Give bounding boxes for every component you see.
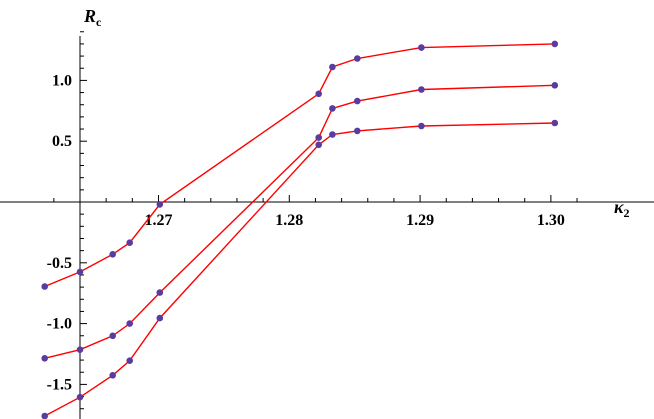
data-point [418,86,425,93]
data-point [418,44,425,51]
y-axis-title-sub: c [96,15,102,29]
data-point [418,122,425,130]
y-axis-title: Rc [83,6,102,29]
data-point [156,289,164,296]
data-point [156,201,164,208]
data-point [126,357,133,365]
series-2 [41,82,559,362]
series-line [44,122,555,417]
data-point [41,412,48,419]
data-point [329,105,336,112]
data-point [126,320,133,327]
series-line [44,43,555,288]
y-tick-label: -0.5 [47,255,72,272]
data-point [551,82,559,89]
data-point [329,63,336,71]
data-point [354,55,361,62]
x-tick-label: 1.29 [406,212,434,229]
data-point [354,127,361,135]
series-group [41,40,559,419]
y-tick-label: -1.0 [47,316,72,333]
data-point [329,131,336,138]
x-tick-label: 1.30 [537,212,565,229]
x-axis-title-sub: 2 [624,206,630,220]
data-point [315,134,323,141]
data-point [76,393,84,401]
x-tick-label: 1.28 [275,212,303,229]
data-point [126,239,133,246]
ticks: 1.27 1.28 1.29 1.30 1.0 0.5 -0.5 -1.0 -1.5 [47,31,578,410]
data-point [109,251,116,258]
data-point [109,372,116,379]
series-3 [41,119,559,419]
data-point [41,355,48,362]
x-axis-title-main: κ [614,197,624,217]
data-point [551,119,559,127]
data-point [41,283,48,290]
data-point [354,97,361,105]
data-point [156,314,164,322]
data-point [76,346,84,354]
axes [0,36,654,419]
data-point [315,90,323,98]
y-axis-title-main: R [83,6,96,26]
data-point [109,332,116,340]
series-line [44,84,555,359]
y-tick-label: 1.0 [52,72,72,89]
y-tick-label: 0.5 [52,133,72,150]
y-tick-label: -1.5 [47,376,72,393]
axis-titles: Rc κ2 [83,6,630,220]
x-axis-title: κ2 [614,197,630,220]
data-point [551,40,559,48]
data-point [315,141,323,149]
data-point [76,268,84,276]
x-tick-label: 1.27 [144,212,172,229]
series-1 [41,40,559,290]
